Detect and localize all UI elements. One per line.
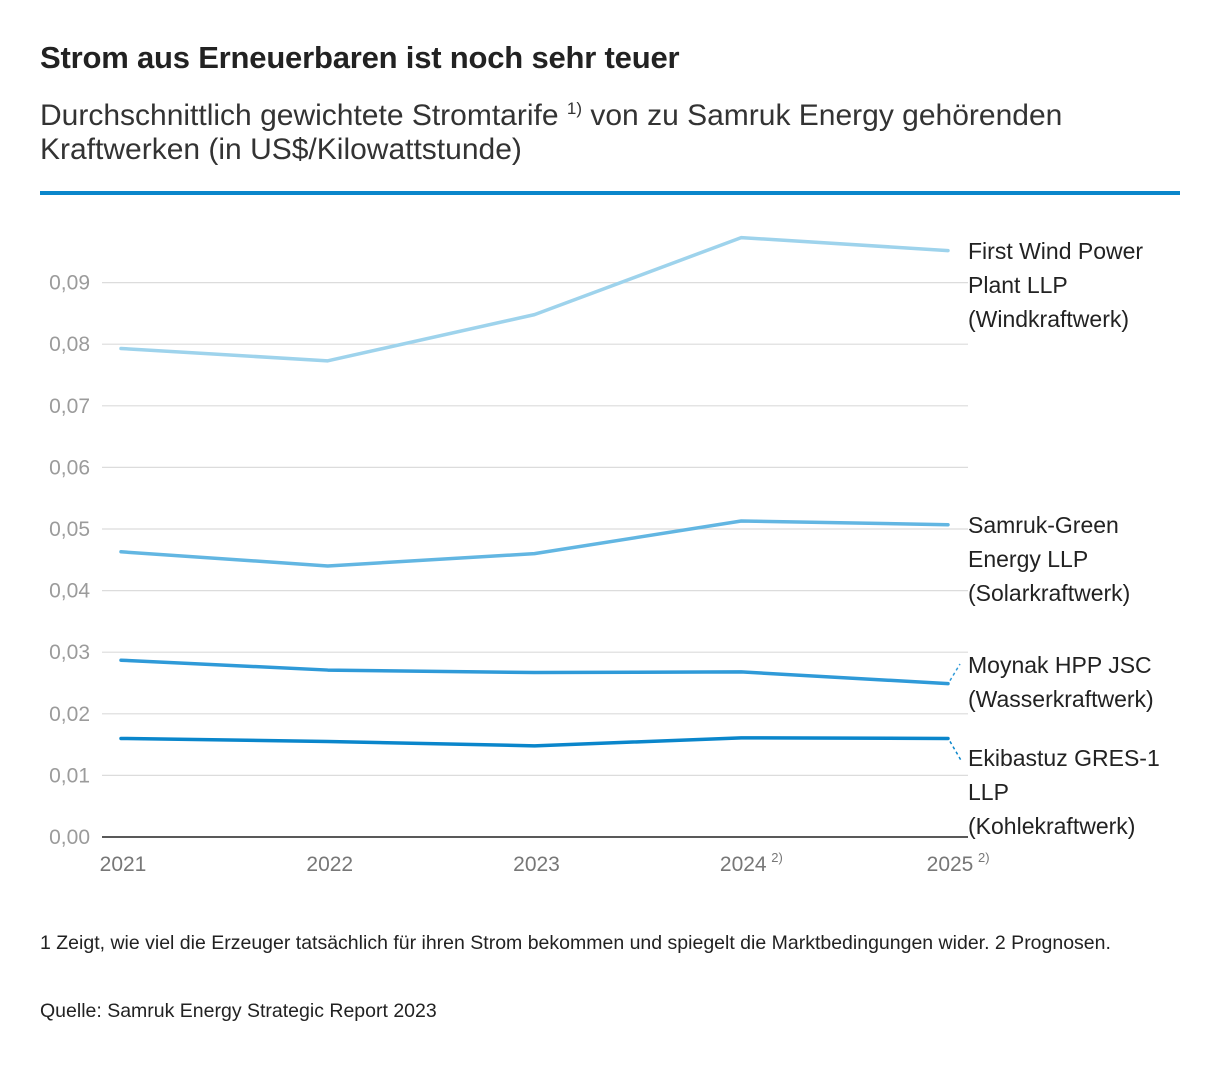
y-axis-ticks: 0,00 0,01 0,02 0,03 0,04 0,05 0,06 0,07 0,08 0,09: [49, 272, 90, 849]
series-label-line: (Kohlekraftwerk): [968, 813, 1136, 839]
y-tick-label: 0,03: [49, 641, 90, 664]
source-note: Quelle: Samruk Energy Strategic Report 2…: [40, 1000, 437, 1022]
x-tick-label: 2023: [513, 853, 560, 876]
subtitle-text-1: Durchschnittlich gewichtete Stromtarife: [40, 99, 559, 132]
footnote: 1 Zeigt, wie viel die Erzeuger tatsächli…: [40, 932, 1111, 954]
x-tick-footnote: 2): [978, 850, 990, 865]
series-label-line: Samruk-Green: [968, 512, 1119, 538]
title-divider: [40, 191, 1180, 195]
leader-line-coal: [949, 741, 963, 763]
x-tick-label: 2025: [927, 853, 974, 876]
y-tick-label: 0,07: [49, 395, 90, 418]
series-label-line: Plant LLP: [968, 272, 1068, 298]
y-tick-label: 0,01: [49, 764, 90, 787]
y-tick-label: 0,00: [49, 826, 90, 849]
series-label-line: First Wind Power: [968, 238, 1144, 264]
series-label-line: Moynak HPP JSC: [968, 652, 1152, 678]
x-axis-ticks: 2021 2022 2023 2024 2) 2025 2): [100, 850, 990, 876]
grid-lines: [102, 282, 968, 838]
series-label-wind: First Wind Power Plant LLP (Windkraftwer…: [968, 234, 1143, 336]
series-lines: [119, 235, 950, 748]
y-tick-label: 0,09: [49, 272, 90, 295]
series-label-line: Ekibastuz GRES-1: [968, 745, 1160, 771]
x-tick-footnote: 2): [771, 850, 783, 865]
line-chart: 0,00 0,01 0,02 0,03 0,04 0,05 0,06 0,07 0,08 0,09…: [49, 235, 990, 876]
series-line-coal: [119, 736, 950, 748]
series-label-line: Energy LLP: [968, 546, 1089, 572]
y-tick-label: 0,06: [49, 456, 90, 479]
series-line-wind: [119, 235, 950, 363]
series-line-hydro: [119, 658, 950, 686]
chart-title: Strom aus Erneuerbaren ist noch sehr teu…: [40, 40, 680, 75]
series-label-hydro: Moynak HPP JSC (Wasserkraftwerk): [968, 648, 1154, 716]
subtitle-footnote-ref: 1): [566, 99, 583, 118]
y-tick-label: 0,04: [49, 580, 90, 603]
series-label-line: (Wasserkraftwerk): [968, 686, 1154, 712]
y-tick-label: 0,08: [49, 333, 90, 356]
series-line-solar: [119, 519, 950, 568]
label-leaders: [949, 663, 963, 763]
subtitle-text-2: von zu Samruk Energy gehörenden Kraftwer…: [40, 99, 1063, 166]
series-label-line: (Windkraftwerk): [968, 306, 1130, 332]
series-label-line: LLP: [968, 779, 1009, 805]
series-label-coal: Ekibastuz GRES-1 LLP (Kohlekraftwerk): [968, 741, 1160, 843]
series-label-solar: Samruk-Green Energy LLP (Solarkraftwerk): [968, 508, 1130, 610]
leader-line-hydro: [949, 663, 961, 682]
x-tick-label: 2024: [720, 853, 767, 876]
series-label-line: (Solarkraftwerk): [968, 580, 1131, 606]
chart-subtitle: Durchschnittlich gewichtete Stromtarife …: [40, 92, 1180, 167]
y-tick-label: 0,05: [49, 518, 90, 541]
x-tick-label: 2021: [100, 853, 147, 876]
y-tick-label: 0,02: [49, 703, 90, 726]
x-tick-label: 2022: [306, 853, 353, 876]
